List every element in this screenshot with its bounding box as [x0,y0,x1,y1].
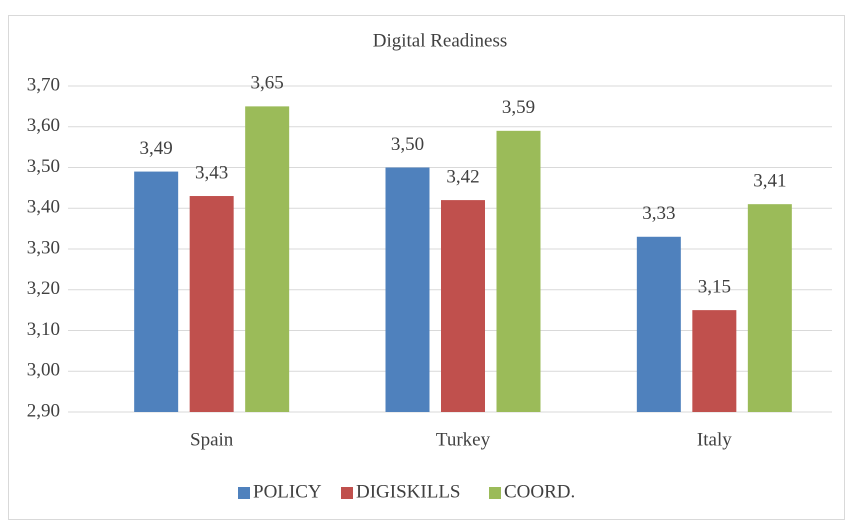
y-tick-label: 3,10 [27,319,60,340]
bar [692,310,737,412]
value-label: 3,41 [753,171,786,192]
value-label: 3,43 [195,162,228,183]
chart-title: Digital Readiness [373,30,508,51]
x-tick-label: Italy [697,429,732,450]
value-label: 3,33 [642,203,675,224]
y-tick-label: 3,60 [27,115,60,136]
bar [441,200,485,412]
value-label: 3,59 [502,97,535,118]
y-tick-label: 3,40 [27,197,60,218]
value-label: 3,42 [446,166,479,187]
bar [245,106,290,412]
y-tick-label: 3,50 [27,156,60,177]
bar [134,171,179,412]
x-tick-label: Spain [190,429,234,450]
bar [747,204,792,412]
x-tick-label: Turkey [436,429,491,450]
legend-swatch [238,487,250,499]
legend-label: DIGISKILLS [356,481,461,502]
y-tick-label: 3,00 [27,360,60,381]
value-label: 3,65 [251,73,284,94]
legend-swatch [489,487,501,499]
value-label: 3,15 [698,276,731,297]
y-tick-label: 3,70 [27,74,60,95]
legend-label: COORD. [504,481,575,502]
value-label: 3,50 [391,134,424,155]
value-label: 3,49 [140,138,173,159]
bar [189,196,234,412]
y-tick-label: 3,30 [27,237,60,258]
legend-label: POLICY [253,481,322,502]
bar [385,167,430,412]
legend-swatch [341,487,353,499]
bar [636,236,681,412]
y-tick-label: 3,20 [27,278,60,299]
y-tick-label: 2,90 [27,400,60,421]
bar [496,130,541,412]
